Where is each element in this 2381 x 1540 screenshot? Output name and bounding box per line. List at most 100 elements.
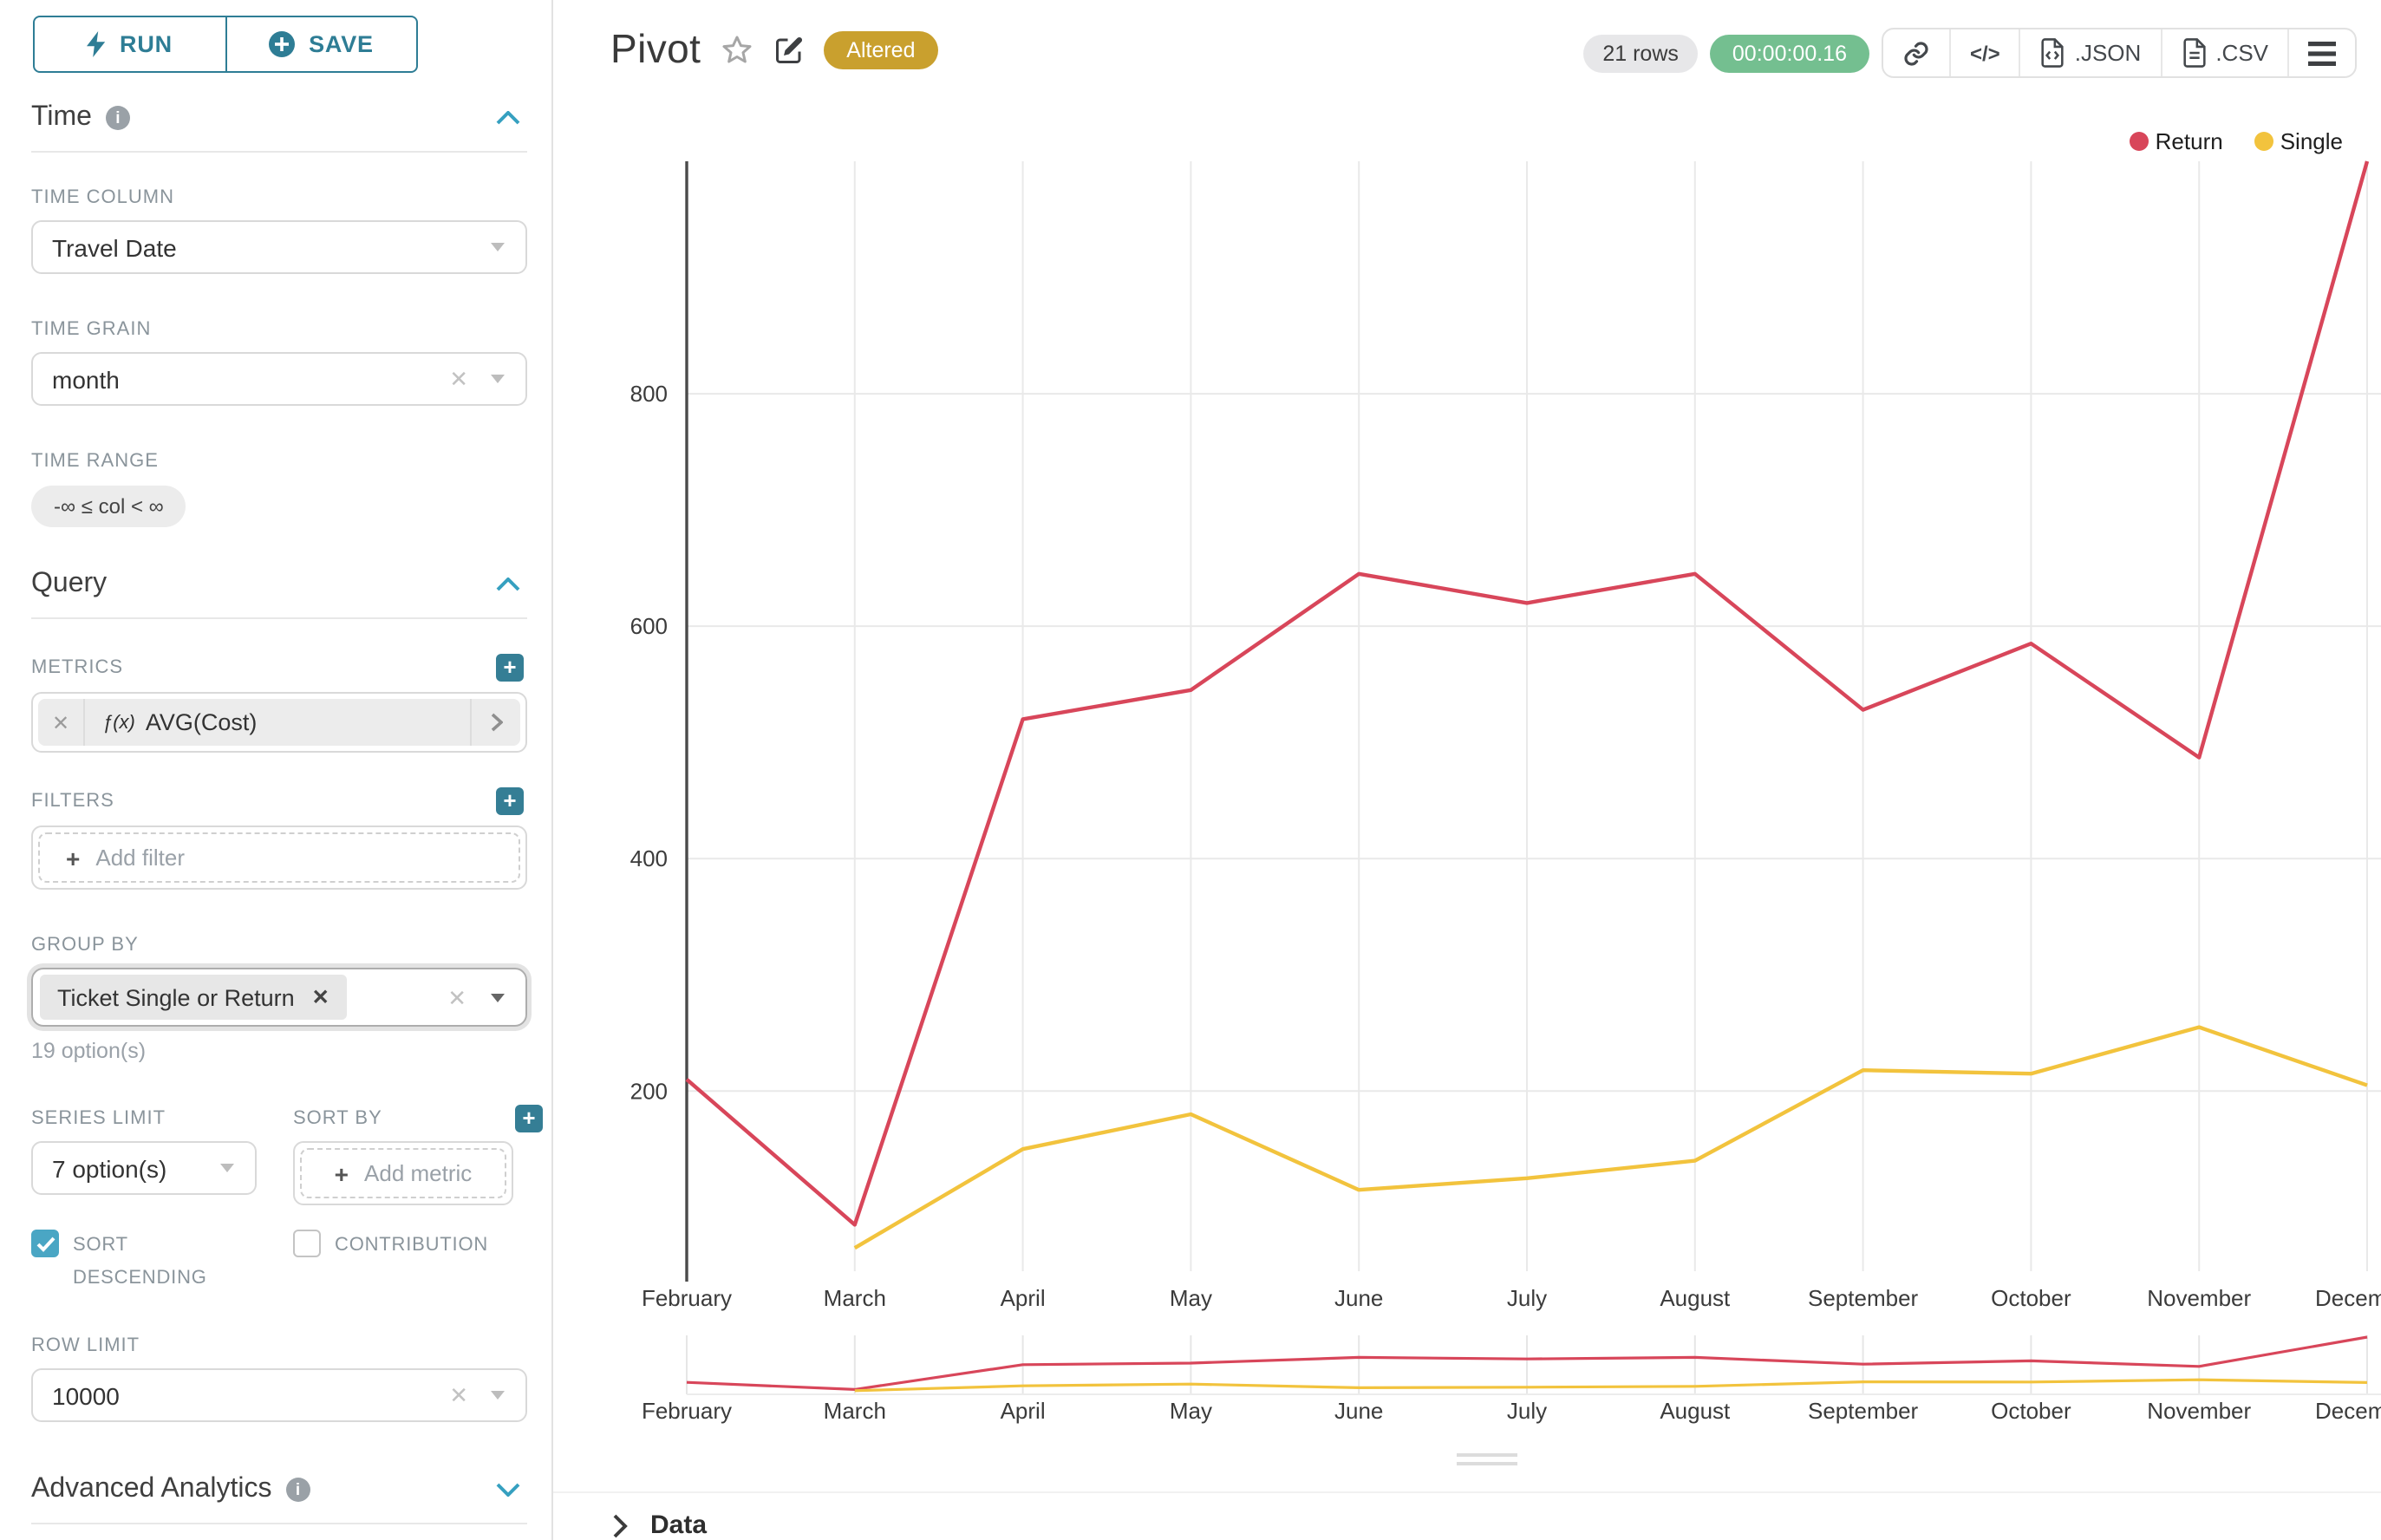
contribution-label: CONTRIBUTION bbox=[335, 1235, 489, 1256]
time-column-select[interactable]: Travel Date bbox=[31, 220, 527, 274]
add-sort-metric-plus-button[interactable]: + bbox=[515, 1105, 543, 1132]
metric-item[interactable]: ✕ ƒ(x) AVG(Cost) bbox=[38, 699, 520, 746]
x-axis-tick-label: June bbox=[1334, 1285, 1383, 1311]
query-section-header[interactable]: Query bbox=[31, 569, 527, 600]
remove-chip-icon[interactable]: ✕ bbox=[311, 985, 329, 1009]
run-button[interactable]: RUN bbox=[33, 16, 226, 73]
time-grain-label: TIME GRAIN bbox=[31, 319, 152, 340]
section-divider bbox=[31, 617, 527, 619]
edit-icon[interactable] bbox=[773, 34, 805, 65]
export-button-group: </> .JSON .CSV bbox=[1882, 28, 2357, 78]
chevron-down-icon bbox=[491, 1391, 505, 1400]
run-label: RUN bbox=[120, 31, 173, 57]
add-filter-button[interactable]: + Add filter bbox=[38, 832, 520, 883]
data-panel-toggle[interactable]: Data bbox=[553, 1493, 2381, 1540]
x-axis-tick-label: May bbox=[1170, 1285, 1212, 1311]
clear-icon[interactable]: ✕ bbox=[449, 1382, 468, 1409]
chevron-down-icon bbox=[491, 243, 505, 251]
query-timer-badge: 00:00:00.16 bbox=[1709, 34, 1869, 72]
export-csv-button[interactable]: .CSV bbox=[2162, 29, 2289, 76]
legend-item-single[interactable]: Single bbox=[2254, 128, 2343, 154]
series-limit-value: 7 option(s) bbox=[52, 1154, 167, 1182]
chart-panel: Pivot Altered 21 rows 00:00:00.16 </> .J… bbox=[553, 0, 2381, 1540]
x-axis-tick-label: December bbox=[2315, 1285, 2381, 1311]
clear-icon[interactable]: ✕ bbox=[449, 366, 468, 392]
advanced-analytics-header[interactable]: Advanced Analytics i bbox=[31, 1475, 527, 1506]
star-icon[interactable] bbox=[720, 32, 754, 67]
filters-box: + Add filter bbox=[31, 825, 527, 890]
minimap-tick-label: October bbox=[1991, 1398, 2071, 1424]
y-axis-tick-label: 200 bbox=[630, 1078, 668, 1104]
single-minimap-line bbox=[854, 1378, 2368, 1393]
panel-resize-handle[interactable] bbox=[1457, 1453, 1517, 1471]
chart-toolbar: 21 rows 00:00:00.16 </> .JSON .CSV bbox=[1583, 28, 2357, 78]
sort-by-box: + Add metric bbox=[293, 1141, 513, 1205]
checkbox-row: SORT DESCENDING CONTRIBUTION bbox=[31, 1230, 527, 1295]
group-by-chip[interactable]: Ticket Single or Return ✕ bbox=[40, 975, 347, 1020]
chevron-down-icon bbox=[220, 1164, 234, 1172]
add-filter-plus-button[interactable]: + bbox=[496, 787, 524, 815]
altered-badge[interactable]: Altered bbox=[824, 30, 938, 69]
group-by-chip-label: Ticket Single or Return bbox=[57, 984, 295, 1010]
menu-button[interactable] bbox=[2289, 29, 2355, 76]
minimap-tick-label: March bbox=[824, 1398, 886, 1424]
chevron-down-icon[interactable] bbox=[496, 1484, 520, 1498]
group-by-select[interactable]: Ticket Single or Return ✕ ✕ bbox=[31, 968, 527, 1027]
section-divider bbox=[31, 151, 527, 153]
line-chart[interactable]: 200 400 600 800 February March April May June Jul… bbox=[553, 95, 2381, 1483]
row-limit-label: ROW LIMIT bbox=[31, 1335, 140, 1357]
return-minimap-line bbox=[686, 1335, 2368, 1392]
y-axis-tick-label: 800 bbox=[630, 381, 668, 407]
remove-metric-icon[interactable]: ✕ bbox=[38, 699, 85, 746]
plus-icon: + bbox=[334, 1159, 349, 1187]
time-range-label: TIME RANGE bbox=[31, 451, 159, 472]
legend-label-single: Single bbox=[2280, 128, 2343, 154]
add-sort-metric-button[interactable]: + Add metric bbox=[300, 1148, 506, 1198]
chart-title-row: Pivot Altered bbox=[610, 26, 938, 73]
plus-icon: + bbox=[66, 844, 81, 871]
rows-count-badge: 21 rows bbox=[1583, 34, 1698, 72]
sort-descending-checkbox[interactable] bbox=[31, 1230, 59, 1257]
minimap-tick-label: September bbox=[1808, 1398, 1919, 1424]
share-link-button[interactable] bbox=[1883, 29, 1951, 76]
export-json-label: .JSON bbox=[2074, 40, 2142, 66]
run-save-button-group: RUN SAVE bbox=[33, 16, 418, 73]
legend-item-return[interactable]: Return bbox=[2129, 128, 2223, 154]
chart-title: Pivot bbox=[610, 26, 701, 71]
add-metric-plus-button[interactable]: + bbox=[496, 654, 524, 682]
chart-legend: Return Single bbox=[2129, 128, 2343, 154]
data-panel-title: Data bbox=[650, 1511, 708, 1540]
chevron-up-icon[interactable] bbox=[496, 111, 520, 125]
embed-code-button[interactable]: </> bbox=[1951, 29, 2021, 76]
add-filter-placeholder: Add filter bbox=[95, 845, 185, 871]
time-section-title: Time bbox=[31, 102, 92, 132]
save-button[interactable]: SAVE bbox=[226, 16, 418, 73]
contribution-checkbox[interactable] bbox=[293, 1230, 321, 1257]
row-limit-select[interactable]: 10000 ✕ bbox=[31, 1368, 527, 1423]
x-axis-tick-label: September bbox=[1808, 1285, 1919, 1311]
minimap-tick-label: July bbox=[1507, 1398, 1547, 1424]
code-icon: </> bbox=[1970, 41, 2000, 65]
x-axis-tick-label: April bbox=[1001, 1285, 1046, 1311]
clear-icon[interactable]: ✕ bbox=[447, 984, 466, 1010]
filters-label: FILTERS bbox=[31, 791, 114, 812]
export-json-button[interactable]: .JSON bbox=[2021, 29, 2162, 76]
time-range-pill[interactable]: -∞ ≤ col < ∞ bbox=[31, 486, 186, 527]
file-code-icon bbox=[2042, 38, 2065, 68]
time-grain-select[interactable]: month ✕ bbox=[31, 352, 527, 406]
info-icon: i bbox=[285, 1478, 310, 1503]
time-column-value: Travel Date bbox=[52, 233, 177, 261]
series-limit-select[interactable]: 7 option(s) bbox=[31, 1141, 257, 1195]
x-axis-tick-label: July bbox=[1507, 1285, 1547, 1311]
file-text-icon bbox=[2182, 38, 2205, 68]
minimap-tick-label: February bbox=[642, 1398, 732, 1424]
chevron-right-icon[interactable] bbox=[470, 699, 520, 746]
minimap-tick-label: November bbox=[2147, 1398, 2251, 1424]
chevron-up-icon[interactable] bbox=[496, 578, 520, 591]
metrics-label: METRICS bbox=[31, 657, 123, 678]
x-axis-tick-label: November bbox=[2147, 1285, 2251, 1311]
x-axis-tick-label: February bbox=[642, 1285, 732, 1311]
time-section-header[interactable]: Time i bbox=[31, 102, 527, 134]
x-axis-tick-label: March bbox=[824, 1285, 886, 1311]
